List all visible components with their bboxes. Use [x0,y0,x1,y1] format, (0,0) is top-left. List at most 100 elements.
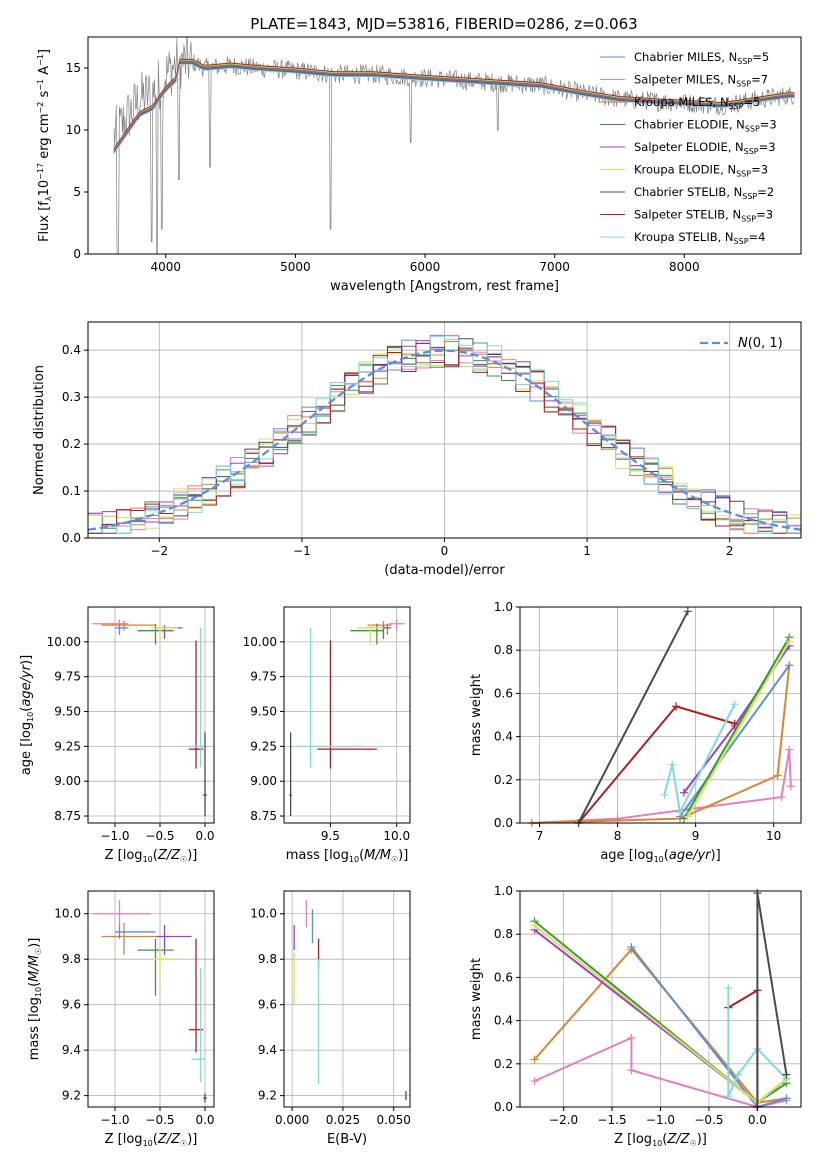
label-part: Z/Z [666,1132,690,1147]
weight-point-marker [672,702,681,711]
label-part: (0, 1) [748,336,783,351]
x-tick-label: −2 [150,544,168,558]
weight-point-marker [773,771,782,780]
label-part: λ [44,196,53,201]
label-part: )] [19,655,34,665]
label-part: Z [log [614,1132,652,1147]
y-tick-label: 9.2 [62,1089,81,1103]
y-tick-label: 10.00 [243,635,277,649]
y-tick-label: 0.4 [494,730,513,744]
axes-frame [283,890,411,1108]
legend-sub: SSP [741,215,756,224]
y-tick-label: 8.75 [54,809,81,823]
label-part: ] [37,49,52,54]
y-tick-label: 9.00 [250,774,277,788]
label-part: ( [662,1132,667,1147]
y-tick-label: 9.2 [258,1089,277,1103]
weight-point-marker [668,760,677,769]
y-tick-label: 9.6 [62,998,81,1012]
legend-sub: SSP [736,80,751,89]
age-vs-metallicity-panel: −1.0 −0.5 0.0 8.75 9.00 9.25 9.50 9.75 10.00 Z [l… [19,606,215,864]
y-tick-label: 9.75 [250,670,277,684]
model-spectrum-line [113,60,795,151]
x-tick-label: 0.000 [275,1113,309,1127]
label-part: (data-model)/error [384,563,505,578]
legend-tail: =3 [751,163,768,177]
x-tick-label: 5000 [280,260,311,274]
legend-text: Chabrier MILES, N [634,50,737,64]
legend-entry: Kroupa STELIB, NSSP=4 [634,230,765,246]
legend-text: Kroupa MILES, N [634,95,729,109]
model-spectrum-line [113,62,795,153]
x-tick-label: 7 [536,829,544,843]
weight-point-marker [683,812,692,821]
y-tick-label: 10.0 [54,907,81,921]
age-vs-mass-panel: 9.5 10.0 8.75 9.00 9.25 9.50 9.75 10.00 mass [lo… [243,606,411,864]
legend-text: Kroupa ELODIE, N [634,163,736,177]
legend-text: Kroupa STELIB, N [634,230,734,244]
weight-point-marker [724,984,733,993]
y-tick-label: 0.2 [62,437,81,451]
label-part: ☉ [180,855,187,864]
x-tick-label: −1.0 [646,1113,675,1127]
legend-tail: =5 [744,95,761,109]
legend-sub: SSP [736,170,751,179]
weight-point-marker [627,943,636,952]
y-tick-label: 9.25 [250,739,277,753]
legend-text: Salpeter MILES, N [634,73,736,87]
weight-point-marker [530,1055,539,1064]
label-part: 10 [37,180,52,197]
axes-frame [519,606,802,824]
legend-tail: =3 [759,140,776,154]
y-tick-label: 9.00 [54,774,81,788]
label-part: M/M [27,955,42,982]
legend-sub: SSP [745,125,760,134]
weight-vs-metallicity-panel: −2.0 −1.5 −1.0 −0.5 0.0 0.0 0.2 0.4 0.6 0.8 1.0 Z [… [469,884,802,1148]
label-part: 10 [349,855,359,864]
label-part: s [37,91,52,102]
y-tick-label: 9.50 [54,705,81,719]
label-part: ☉ [180,1139,187,1148]
label-part: E(B-V) [327,1132,367,1147]
y-tick-label: 0.1 [62,484,81,498]
y-tick-label: 10 [66,123,81,137]
weight-series-line [683,636,791,820]
label-part: age [log [600,848,653,863]
weight-point-marker [782,1094,791,1103]
legend-entry: Chabrier ELODIE, NSSP=3 [634,118,777,134]
y-axis-label: mass weight [469,958,484,1040]
y-tick-label: 0.0 [494,816,513,830]
x-tick-label: 0 [441,544,449,558]
model-spectrum-line [113,61,795,152]
legend-text: Chabrier ELODIE, N [634,118,745,132]
label-part: mass weight [469,674,484,756]
y-tick-label: 10.00 [47,635,81,649]
weight-point-marker [785,637,794,646]
y-tick-label: 9.4 [258,1043,277,1057]
label-part: ☉ [690,1139,697,1148]
y-tick-label: 0.4 [494,1014,513,1028]
legend-tail: =2 [757,185,774,199]
x-tick-label: −2.0 [549,1113,578,1127]
label-part: ( [153,1132,158,1147]
label-part: ☉ [391,855,398,864]
y-tick-label: 0.2 [494,1057,513,1071]
x-tick-label: 10.0 [383,829,410,843]
label-part: 10 [654,855,664,864]
weight-point-marker [679,788,688,797]
y-tick-label: 5 [73,185,81,199]
label-part: ☉ [34,948,43,955]
label-part: 10 [652,1139,662,1148]
y-tick-label: 0.8 [494,643,513,657]
x-tick-label: 0.0 [195,1113,214,1127]
label-part: ( [153,848,158,863]
label-part: −2 [36,102,45,114]
weight-point-marker [627,1033,636,1042]
label-part: −1 [36,54,45,66]
label-part: 10 [26,712,35,722]
x-tick-label: −1.5 [597,1113,626,1127]
label-part: A [37,66,52,79]
weight-point-marker [530,921,539,930]
